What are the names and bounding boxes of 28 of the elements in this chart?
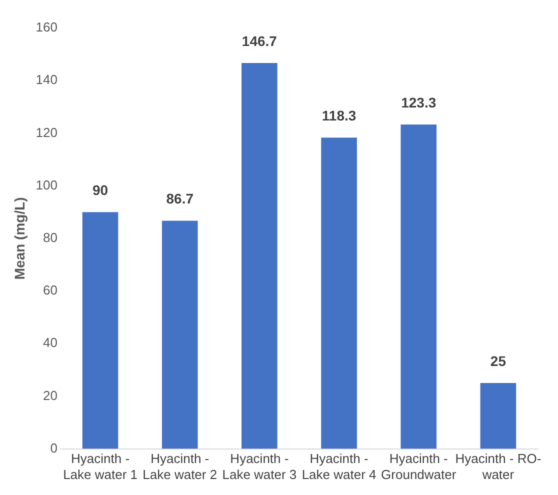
bar <box>480 383 516 449</box>
data-label: 118.3 <box>322 108 356 124</box>
x-tick-label: Hyacinth - Groundwater <box>381 451 457 482</box>
x-tick-label: Hyacinth - RO-water <box>455 451 542 482</box>
x-tick-label: Hyacinth - Lake water 4 <box>302 451 376 482</box>
y-axis-title: Mean (mg/L) <box>11 197 28 280</box>
y-tick-label: 20 <box>43 388 58 403</box>
data-label: 146.7 <box>242 32 278 49</box>
x-tick-label: Hyacinth - Lake water 2 <box>142 451 218 482</box>
bar <box>242 62 278 449</box>
y-tick-label: 60 <box>43 282 58 298</box>
x-tick-label: Hyacinth - Lake water 3 <box>222 451 297 482</box>
y-tick-label: 140 <box>36 72 58 88</box>
y-tick-label: 120 <box>36 124 58 140</box>
data-label: 25 <box>490 352 506 369</box>
bar <box>82 212 118 449</box>
y-tick-label: 80 <box>43 230 58 245</box>
data-label: 86.7 <box>166 190 194 207</box>
y-tick-label: 160 <box>36 20 58 35</box>
bar <box>321 138 357 449</box>
data-label: 90 <box>92 182 108 198</box>
bar <box>400 124 437 449</box>
data-label: 123.3 <box>401 94 436 110</box>
y-tick-label: 100 <box>36 177 58 192</box>
x-tick-label: Hyacinth - Lake water 1 <box>63 451 138 482</box>
y-tick-label: 0 <box>50 440 58 456</box>
y-tick-label: 40 <box>43 335 58 350</box>
bar <box>162 220 198 449</box>
